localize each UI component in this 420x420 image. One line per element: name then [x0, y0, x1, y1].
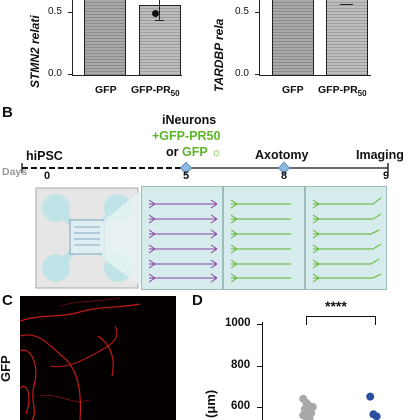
left-errorbar	[159, 0, 161, 20]
d-ytick-mark-800	[257, 366, 262, 368]
left-errorbar-cap	[155, 20, 164, 22]
tardbp-ylabel: TARDBP rela	[212, 18, 226, 92]
panel-b-letter: B	[2, 104, 13, 121]
d-ytick-mark-600	[257, 407, 262, 409]
axon-fine-1	[59, 297, 121, 307]
gfp-row-label: GFP	[0, 355, 13, 382]
right-cat-gfp: GFP	[282, 84, 304, 96]
axon-4	[20, 386, 30, 415]
neuron-d5-4	[148, 244, 218, 254]
left-ytick-0-0: 0.0	[48, 68, 62, 79]
neuron-d9-5	[312, 258, 380, 269]
panel-d-ylabel: (μm)	[203, 389, 218, 418]
neuron-d8-6	[230, 273, 291, 283]
gfp-micrograph	[20, 296, 176, 420]
neurons-day5	[148, 199, 218, 283]
axon-fine-2	[39, 394, 91, 402]
neuron-d8-3	[230, 229, 291, 239]
stmn2-ylabel: STMN2 relati	[28, 15, 42, 88]
zoom-projection	[102, 188, 144, 288]
right-ytick-0-0: 0.0	[235, 68, 249, 79]
neuron-diagrams	[148, 197, 382, 283]
right-ytick-mark-top	[255, 12, 260, 14]
right-ytick-mark-bottom	[255, 74, 260, 76]
right-ytick-0-5: 0.5	[235, 6, 249, 17]
stage-ineurons: iNeurons	[162, 113, 217, 127]
left-cat-gfp-pr50: GFP-PR50	[131, 84, 180, 99]
stage-construct: +GFP-PR50	[152, 129, 221, 143]
stage-or-gfp: or GFP ☼	[166, 145, 222, 159]
scatter-point	[305, 414, 314, 420]
neuron-d9-4	[312, 243, 382, 254]
neuron-d8-1	[230, 199, 291, 209]
right-errorbar-cap	[340, 4, 353, 6]
left-point	[152, 10, 159, 17]
axon-1	[20, 303, 141, 322]
neuron-d8-4	[230, 244, 291, 254]
chamber-grid	[69, 219, 105, 255]
stage-axotomy: Axotomy	[255, 148, 309, 162]
significance-stars: ****	[325, 298, 347, 314]
axon-2	[20, 334, 82, 420]
neuron-d9-2	[312, 213, 382, 224]
right-x-axis	[259, 75, 371, 77]
scatter-point	[366, 392, 375, 401]
neuron-d5-3	[148, 229, 218, 239]
stage-imaging: Imaging	[356, 148, 404, 162]
d-ytick-mark-1000	[257, 324, 262, 326]
right-bar-gfp	[272, 0, 314, 76]
d-y-axis	[262, 322, 264, 420]
d-ytick-800: 800	[231, 359, 251, 371]
neurons-day8	[230, 199, 291, 283]
right-bar-gfp-pr50	[326, 0, 368, 76]
neuron-d5-2	[148, 214, 218, 224]
scatter-point	[372, 412, 381, 420]
left-ytick-mark-top	[68, 12, 73, 14]
right-cat-gfp-pr50: GFP-PR50	[318, 84, 367, 99]
day-tick-8: 8	[281, 170, 288, 182]
significance-bracket	[306, 316, 376, 325]
neuron-d9-1	[312, 197, 382, 209]
left-y-axis	[72, 0, 74, 76]
micrograph-axons	[20, 297, 141, 420]
scatter-plot	[299, 392, 381, 420]
sun-icon: ☼	[210, 145, 222, 159]
right-y-axis	[259, 0, 261, 76]
neuron-d8-2	[230, 214, 291, 224]
neuron-d9-6	[312, 273, 382, 283]
timeline-marker-8	[277, 161, 291, 175]
day-tick-9: 9	[383, 170, 390, 182]
neuron-d5-6	[148, 273, 218, 283]
neuron-d5-1	[148, 199, 218, 209]
day-tick-5: 5	[183, 170, 190, 182]
d-ytick-1000: 1000	[225, 317, 251, 329]
neuron-d8-5	[230, 259, 291, 269]
left-cat-gfp: GFP	[95, 84, 117, 96]
axon-5	[49, 325, 118, 368]
days-label: Days	[2, 166, 28, 178]
left-ytick-0-5: 0.5	[48, 6, 62, 17]
zoom-lines	[102, 188, 144, 288]
panel-d-letter: D	[192, 292, 203, 309]
left-bar-gfp	[84, 0, 126, 76]
stage-hipsc: hiPSC	[26, 149, 63, 163]
neuron-d9-3	[312, 229, 380, 239]
timeline-marker-5	[179, 161, 193, 175]
day-tick-0: 0	[44, 170, 51, 182]
axon-6	[97, 335, 114, 377]
panel-c-letter: C	[2, 292, 13, 309]
left-ytick-mark-bottom	[68, 74, 73, 76]
d-ytick-600: 600	[231, 400, 251, 412]
timeline	[21, 161, 389, 175]
axon-3	[20, 349, 37, 420]
neuron-d5-5	[148, 259, 218, 269]
neurons-day9	[312, 197, 382, 283]
left-x-axis	[72, 75, 182, 77]
